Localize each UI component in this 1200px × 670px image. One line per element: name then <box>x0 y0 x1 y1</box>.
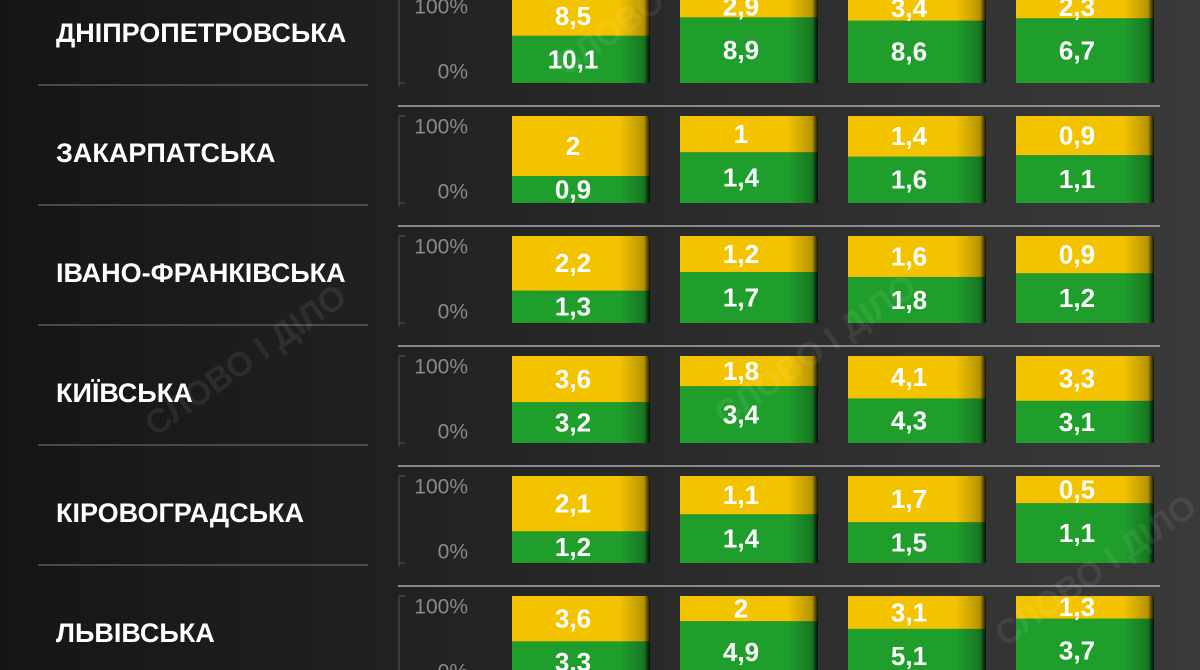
bar-shade <box>788 116 818 203</box>
data-label: 0,9 <box>555 174 591 204</box>
region-label: ІВАНО-ФРАНКІВСЬКА <box>56 258 346 288</box>
bar-shade <box>956 476 986 563</box>
y-tick-label: 0% <box>438 541 468 564</box>
data-label: 1,5 <box>891 527 927 557</box>
bar-shade <box>1124 0 1154 83</box>
bar-shade <box>956 116 986 203</box>
bar-shade <box>956 0 986 83</box>
data-label: 1,7 <box>723 282 759 312</box>
data-label: 3,6 <box>555 604 591 634</box>
data-label: 1,1 <box>1059 518 1095 548</box>
bar-shade <box>620 236 650 323</box>
data-label: 3,3 <box>555 647 591 670</box>
data-label: 1 <box>734 119 748 149</box>
bar-shade <box>956 596 986 670</box>
data-label: 1,3 <box>555 292 591 322</box>
data-label: 1,6 <box>891 241 927 271</box>
data-label: 1,4 <box>723 163 760 193</box>
data-label: 3,1 <box>1059 407 1095 437</box>
y-tick-label: 100% <box>414 356 468 379</box>
data-label: 5,1 <box>891 641 927 670</box>
y-tick-label: 0% <box>438 661 468 670</box>
data-label: 2 <box>734 593 748 623</box>
data-label: 2,3 <box>1059 0 1095 22</box>
data-label: 3,4 <box>891 0 928 23</box>
bar-segment <box>848 0 986 21</box>
data-label: 8,9 <box>723 35 759 65</box>
y-tick-label: 0% <box>438 181 468 204</box>
data-label: 4,1 <box>891 362 927 392</box>
data-label: 1,8 <box>891 285 927 315</box>
data-label: 1,8 <box>723 356 759 386</box>
bar-shade <box>956 356 986 443</box>
data-label: 8,5 <box>555 1 591 31</box>
data-label: 1,3 <box>1059 592 1095 622</box>
data-label: 2,9 <box>723 0 759 22</box>
data-label: 3,3 <box>1059 363 1095 393</box>
bar-segment <box>1016 596 1154 619</box>
data-label: 1,1 <box>723 480 759 510</box>
data-label: 3,6 <box>555 364 591 394</box>
data-label: 10,1 <box>548 44 599 74</box>
data-label: 2,2 <box>555 248 591 278</box>
bar-shade <box>788 596 818 670</box>
bar-shade <box>620 0 650 83</box>
y-tick-label: 100% <box>414 0 468 19</box>
data-label: 8,6 <box>891 37 927 67</box>
y-tick-label: 100% <box>414 596 468 619</box>
data-label: 2,1 <box>555 489 591 519</box>
y-tick-label: 100% <box>414 236 468 259</box>
y-tick-label: 100% <box>414 116 468 139</box>
data-label: 3,7 <box>1059 636 1095 666</box>
bar-shade <box>788 476 818 563</box>
y-tick-label: 100% <box>414 476 468 499</box>
bar-shade <box>1124 356 1154 443</box>
y-tick-label: 0% <box>438 421 468 444</box>
data-label: 1,1 <box>1059 164 1095 194</box>
data-label: 4,3 <box>891 406 927 436</box>
data-label: 0,9 <box>1059 120 1095 150</box>
data-label: 0,9 <box>1059 240 1095 270</box>
bar-shade <box>788 356 818 443</box>
bar-segment <box>680 0 818 18</box>
bar-shade <box>788 236 818 323</box>
data-label: 1,7 <box>891 484 927 514</box>
bar-shade <box>1124 116 1154 203</box>
data-label: 1,4 <box>891 121 928 151</box>
data-label: 3,4 <box>723 399 760 429</box>
data-label: 1,2 <box>555 532 591 562</box>
region-label: КІРОВОГРАДСЬКА <box>56 498 304 528</box>
region-label: КИЇВСЬКА <box>56 378 193 408</box>
region-label: ЛЬВІВСЬКА <box>56 618 215 648</box>
data-label: 6,7 <box>1059 35 1095 65</box>
bar-shade <box>620 116 650 203</box>
y-tick-label: 0% <box>438 61 468 84</box>
data-label: 1,2 <box>1059 283 1095 313</box>
data-label: 1,4 <box>723 524 760 554</box>
bar-shade <box>1124 476 1154 563</box>
region-label: ДНІПРОПЕТРОВСЬКА <box>56 18 346 48</box>
data-label: 3,1 <box>891 597 927 627</box>
bar-shade <box>620 356 650 443</box>
bar-segment <box>1016 0 1154 19</box>
bar-shade <box>1124 236 1154 323</box>
data-label: 4,9 <box>723 637 759 667</box>
data-label: 2 <box>566 131 580 161</box>
bar-shade <box>620 476 650 563</box>
data-label: 1,6 <box>891 165 927 195</box>
bar-shade <box>956 236 986 323</box>
region-label: ЗАКАРПАТСЬКА <box>56 138 275 168</box>
data-label: 0,5 <box>1059 474 1095 504</box>
bar-shade <box>1124 596 1154 670</box>
bar-shade <box>620 596 650 670</box>
y-tick-label: 0% <box>438 301 468 324</box>
data-label: 1,2 <box>723 239 759 269</box>
bar-shade <box>788 0 818 83</box>
data-label: 3,2 <box>555 407 591 437</box>
